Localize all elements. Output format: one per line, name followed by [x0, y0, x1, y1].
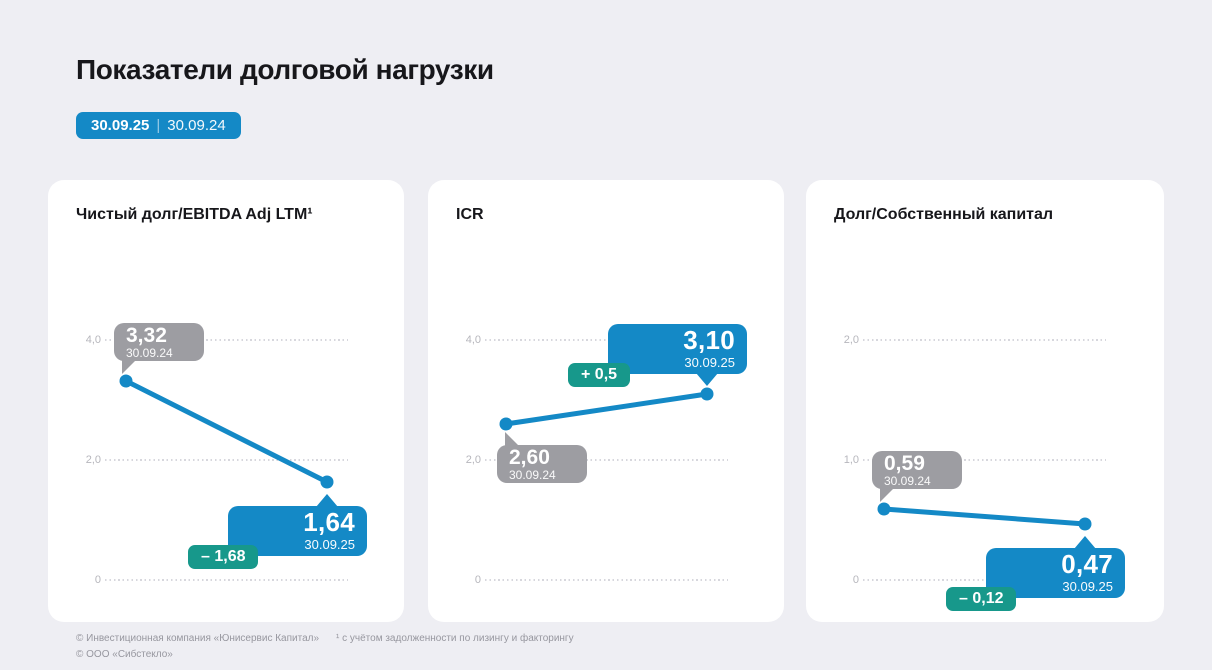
- trend-line: [123, 378, 330, 485]
- gridline: [105, 579, 348, 581]
- callout-value: 2,60: [509, 446, 550, 469]
- gridline: [105, 339, 348, 341]
- value-callout-current: 1,64 30.09.25: [228, 494, 367, 556]
- y-axis-tick: 0: [64, 573, 348, 587]
- metric-card-icr: ICR 4,0 2,0 0 2,60 30.09.24 3,10 30.09.2…: [428, 180, 784, 622]
- data-point-current: [1078, 517, 1092, 531]
- callout-value: 1,64: [303, 507, 355, 537]
- tick-label: 2,0: [85, 454, 101, 466]
- metric-card-net-debt-ebitda: Чистый долг/EBITDA Adj LTM¹ 4,0 2,0 0 3,…: [48, 180, 404, 622]
- card-title: Чистый долг/EBITDA Adj LTM¹: [76, 206, 313, 223]
- callout-tail: [505, 432, 519, 446]
- tick-label: 0: [474, 574, 481, 586]
- gridline: [863, 339, 1106, 341]
- callout-value: 3,10: [683, 325, 735, 355]
- trend-line: [503, 391, 710, 427]
- copyright-line-1: © Инвестиционная компания «Юнисервис Кап…: [76, 633, 320, 644]
- tick-label: 0: [94, 574, 101, 586]
- copyright-line-2: © ООО «Сибстекло»: [76, 649, 173, 660]
- gridline: [863, 579, 1106, 581]
- tick-label: 4,0: [465, 334, 481, 346]
- delta-badge: – 0,12: [946, 587, 1017, 611]
- tick-label: 2,0: [843, 334, 859, 346]
- trend-line-svg: [119, 374, 334, 489]
- delta-badge: + 0,5: [568, 363, 631, 387]
- gridline: [105, 459, 348, 461]
- callout-date: 30.09.25: [684, 355, 735, 370]
- date-secondary: 30.09.24: [167, 117, 226, 134]
- gridline: [485, 339, 728, 341]
- date-badge: 30.09.25 | 30.09.24: [76, 112, 241, 139]
- card-title: ICR: [456, 206, 484, 223]
- trend-line-svg: [877, 502, 1092, 531]
- callout-tail: [696, 373, 718, 386]
- callout-value: 0,47: [1061, 549, 1113, 579]
- callout-date: 30.09.24: [509, 468, 556, 482]
- date-separator: |: [156, 117, 161, 134]
- gridline: [863, 459, 1106, 461]
- callout-date: 30.09.24: [884, 474, 931, 488]
- callout-date: 30.09.24: [126, 346, 173, 360]
- tick-label: 4,0: [85, 334, 101, 346]
- gridline: [485, 579, 728, 581]
- value-callout-previous: 3,32 30.09.24: [114, 323, 204, 374]
- page-title: Показатели долговой нагрузки: [76, 54, 494, 85]
- card-title: Долг/Собственный капитал: [834, 206, 1054, 223]
- date-primary: 30.09.25: [91, 117, 150, 134]
- callout-value: 3,32: [126, 324, 167, 347]
- callout-tail: [1074, 536, 1096, 549]
- tick-label: 1,0: [843, 454, 859, 466]
- tick-label: 0: [852, 574, 859, 586]
- delta-badge: – 1,68: [188, 545, 259, 569]
- y-axis-tick: 4,0: [64, 333, 348, 347]
- trend-line-svg: [499, 387, 714, 431]
- callout-date: 30.09.25: [1062, 579, 1113, 594]
- value-callout-previous: 2,60 30.09.24: [497, 432, 587, 483]
- value-callout-current: 3,10 30.09.25: [608, 324, 747, 386]
- footer-copyright: © Инвестиционная компания «Юнисервис Кап…: [76, 631, 319, 663]
- data-point-current: [700, 387, 714, 401]
- y-axis-tick: 2,0: [822, 333, 1106, 347]
- data-point-previous: [499, 417, 513, 431]
- y-axis-tick: 2,0: [444, 453, 728, 467]
- callout-tail: [880, 488, 894, 502]
- callout-tail: [122, 360, 136, 374]
- data-point-previous: [119, 374, 133, 388]
- gridline: [485, 459, 728, 461]
- callout-value: 0,59: [884, 452, 925, 475]
- y-axis-tick: 0: [444, 573, 728, 587]
- callout-tail: [316, 494, 338, 507]
- metric-card-debt-equity: Долг/Собственный капитал 2,0 1,0 0 0,59 …: [806, 180, 1164, 622]
- tick-label: 2,0: [465, 454, 481, 466]
- data-point-current: [320, 475, 334, 489]
- callout-date: 30.09.25: [304, 537, 355, 552]
- footnote: ¹ с учётом задолженности по лизингу и фа…: [336, 633, 574, 644]
- y-axis-tick: 0: [822, 573, 1106, 587]
- data-point-previous: [877, 502, 891, 516]
- trend-line: [881, 506, 1088, 527]
- y-axis-tick: 4,0: [444, 333, 728, 347]
- value-callout-previous: 0,59 30.09.24: [872, 451, 962, 502]
- y-axis-tick: 1,0: [822, 453, 1106, 467]
- y-axis-tick: 2,0: [64, 453, 348, 467]
